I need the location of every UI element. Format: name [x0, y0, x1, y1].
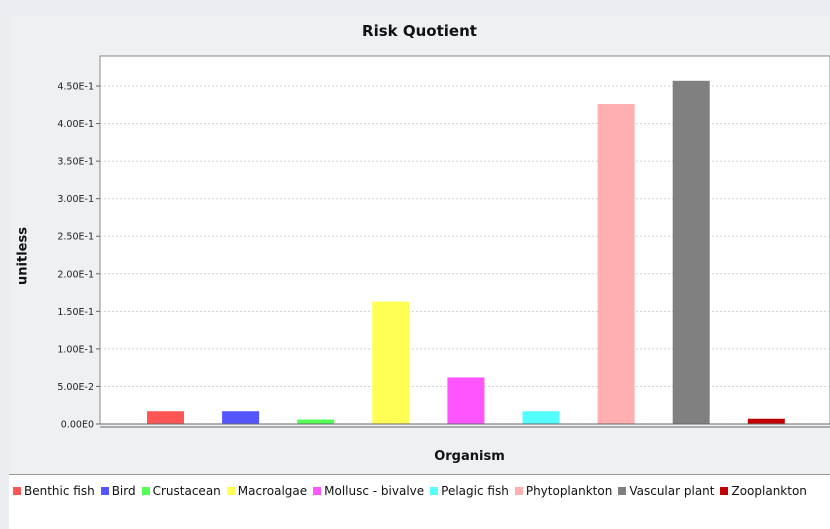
y-tick-label: 3.00E-1 [57, 194, 94, 205]
legend-item: Zooplankton [720, 481, 807, 501]
legend-item: Bird [100, 481, 136, 501]
legend-label: Pelagic fish [441, 484, 509, 498]
legend-item: Macroalgae [226, 481, 308, 501]
bar-vascular-plant [672, 80, 710, 424]
y-ticks: 0.00E0 5.00E-2 1.00E-1 1.50E-1 2.00E-1 2.50E-… [57, 82, 100, 431]
legend-item: Phytoplankton [514, 481, 613, 501]
chart-title: Risk Quotient [362, 22, 477, 40]
y-tick-label: 5.00E-2 [57, 382, 94, 393]
legend-label: Benthic fish [24, 484, 95, 498]
y-tick-label: 1.50E-1 [57, 307, 94, 318]
legend-swatch [430, 487, 439, 495]
legend-swatch [720, 487, 729, 495]
y-tick-label: 4.00E-1 [57, 119, 94, 130]
y-tick-label: 2.50E-1 [57, 232, 94, 243]
legend-swatch [226, 487, 235, 495]
legend-label: Vascular plant [629, 484, 715, 498]
plot-background [99, 55, 830, 425]
y-tick-label: 1.00E-1 [57, 344, 94, 355]
bar-bird [222, 411, 260, 424]
legend-swatch [100, 487, 109, 495]
bar-crustacean [297, 419, 335, 424]
legend: Benthic fish Bird Crustacean Macroalgae Moll… [9, 474, 830, 529]
legend-label: Mollusc - bivalve [324, 484, 425, 498]
bar-zooplankton [747, 418, 785, 424]
bars [147, 80, 785, 424]
legend-item: Pelagic fish [430, 481, 509, 501]
legend-label: Crustacean [152, 484, 221, 498]
bar-macroalgae [372, 301, 410, 424]
legend-label: Zooplankton [731, 484, 807, 498]
legend-swatch [13, 487, 21, 495]
bar-mollusc-bivalve [447, 377, 485, 424]
plot-area: 0.00E0 5.00E-2 1.00E-1 1.50E-1 2.00E-1 2.50E-… [57, 55, 830, 431]
y-tick-label: 2.00E-1 [57, 269, 94, 280]
legend-label: Phytoplankton [525, 484, 613, 498]
legend-swatch [313, 487, 322, 495]
legend-swatch [141, 487, 150, 495]
y-tick-label: 0.00E0 [61, 420, 94, 431]
legend-swatch [514, 487, 523, 495]
chart-panel: Risk Quotient unitless 0.00E0 5.00E-2 1.00… [9, 16, 830, 529]
legend-item: Mollusc - bivalve [313, 481, 424, 501]
legend-label: Bird [111, 484, 136, 498]
legend-item: Crustacean [141, 481, 221, 501]
y-tick-label: 4.50E-1 [57, 82, 94, 93]
legend-item: Vascular plant [618, 481, 714, 501]
legend-label: Macroalgae [237, 484, 308, 498]
legend-swatch [618, 487, 627, 495]
y-tick-label: 3.50E-1 [57, 157, 94, 168]
bar-pelagic-fish [522, 411, 560, 424]
bar-benthic-fish [147, 411, 184, 424]
bar-phytoplankton [597, 104, 635, 424]
x-axis-label: Organism [434, 449, 505, 464]
legend-item: Benthic fish [13, 481, 95, 501]
